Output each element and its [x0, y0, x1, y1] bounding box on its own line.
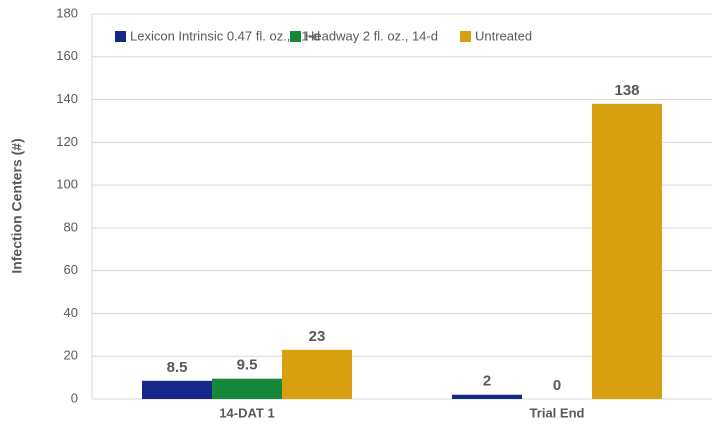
- bar: [282, 349, 352, 399]
- y-tick-label: 100: [56, 177, 78, 192]
- value-label: 138: [614, 82, 639, 99]
- value-label: 2: [483, 373, 491, 390]
- bar: [212, 378, 282, 399]
- y-tick-label: 60: [64, 262, 78, 277]
- value-label: 9.5: [237, 357, 258, 374]
- bar: [452, 394, 522, 399]
- y-tick-label: 80: [64, 219, 78, 234]
- y-tick-label: 40: [64, 305, 78, 320]
- legend-box: [104, 24, 702, 50]
- legend-swatch: [290, 31, 301, 42]
- value-label: 8.5: [167, 359, 188, 376]
- y-tick-label: 160: [56, 48, 78, 63]
- legend-label: Lexicon Intrinsic 0.47 fl. oz., 21-d: [130, 28, 320, 43]
- y-tick-label: 20: [64, 348, 78, 363]
- y-tick-label: 140: [56, 91, 78, 106]
- legend-swatch: [115, 31, 126, 42]
- y-tick-label: 180: [56, 5, 78, 20]
- y-tick-label: 0: [71, 390, 78, 405]
- y-axis-label: Infection Centers (#): [9, 138, 25, 273]
- value-label: 0: [553, 377, 561, 394]
- x-tick-label: Trial End: [530, 405, 585, 420]
- legend-label: Untreated: [475, 28, 532, 43]
- legend-label: Headway 2 fl. oz., 14-d: [305, 28, 438, 43]
- x-tick-label: 14-DAT 1: [219, 405, 274, 420]
- y-tick-label: 120: [56, 134, 78, 149]
- bar: [142, 380, 212, 399]
- value-label: 23: [309, 328, 326, 345]
- bar: [592, 103, 662, 399]
- legend-swatch: [460, 31, 471, 42]
